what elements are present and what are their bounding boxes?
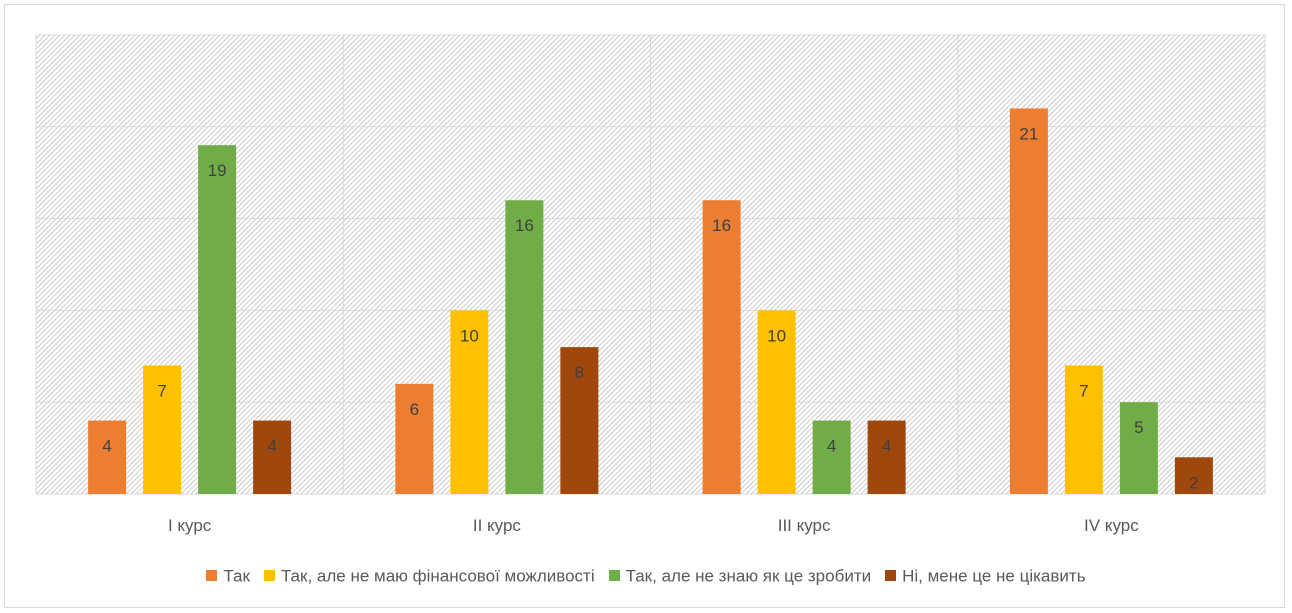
- data-label: 6: [410, 400, 419, 419]
- bar: [88, 420, 127, 494]
- legend: Так Так, але не маю фінансової можливості…: [0, 566, 1292, 587]
- data-label: 2: [1189, 473, 1198, 492]
- bar: [1064, 365, 1103, 494]
- legend-item: Так: [206, 566, 250, 587]
- legend-item: Ні, мене це не цікавить: [885, 566, 1086, 587]
- legend-swatch: [608, 570, 620, 582]
- bar: [143, 365, 182, 494]
- x-tick-label: III курс: [778, 516, 831, 535]
- data-label: 7: [157, 381, 166, 400]
- bar: [1009, 108, 1048, 494]
- data-label: 4: [102, 437, 111, 456]
- legend-label: Так: [223, 566, 250, 586]
- data-label: 4: [882, 437, 891, 456]
- bar: [450, 310, 489, 494]
- data-label: 16: [712, 216, 731, 235]
- legend-label: Так, але не маю фінансової можливості: [280, 566, 595, 586]
- bar: [757, 310, 796, 494]
- bar: [395, 383, 434, 494]
- legend-label: Так, але не знаю як це зробити: [625, 566, 872, 586]
- bar: [198, 145, 237, 494]
- data-label: 7: [1079, 381, 1088, 400]
- bar: [812, 420, 851, 494]
- data-labels: 4 7 19 4 6 10 16 8 16 10 4 4 21 7 5 2: [102, 124, 1198, 492]
- bar: [702, 200, 741, 495]
- legend-swatch: [206, 570, 218, 582]
- bar: [505, 200, 544, 495]
- data-label: 10: [767, 326, 786, 345]
- legend-swatch: [885, 570, 897, 582]
- legend-label: Ні, мене це не цікавить: [902, 566, 1086, 586]
- data-label: 4: [827, 437, 836, 456]
- x-axis: I курс II курс III курс IV курс: [168, 516, 1139, 535]
- bar: [1174, 457, 1213, 494]
- bar: [1119, 402, 1158, 494]
- legend-item: Так, але не маю фінансової можливості: [263, 566, 595, 587]
- legend-item: Так, але не знаю як це зробити: [608, 566, 872, 587]
- x-tick-label: II курс: [473, 516, 522, 535]
- x-tick-label: IV курс: [1084, 516, 1139, 535]
- bars: [88, 108, 1213, 495]
- bar: [560, 347, 599, 494]
- x-tick-label: I курс: [168, 516, 212, 535]
- data-label: 19: [208, 161, 227, 180]
- bar: [253, 420, 292, 494]
- data-label: 16: [515, 216, 534, 235]
- gridlines: [35, 34, 1266, 495]
- legend-swatch: [263, 570, 275, 582]
- bar-chart: 4 7 19 4 6 10 16 8 16 10 4 4 21 7 5 2 I курс II курс III …: [35, 34, 1266, 535]
- data-label: 8: [575, 363, 584, 382]
- data-label: 5: [1134, 418, 1143, 437]
- data-label: 10: [460, 326, 479, 345]
- data-label: 4: [267, 437, 276, 456]
- data-label: 21: [1019, 124, 1038, 143]
- bar: [867, 420, 906, 494]
